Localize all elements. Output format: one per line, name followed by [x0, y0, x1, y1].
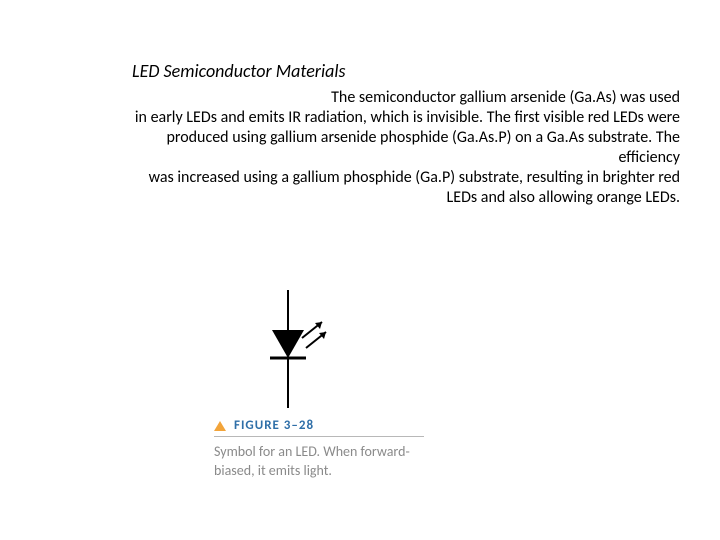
- figure-caption: Symbol for an LED. When forward-biased, …: [214, 443, 444, 481]
- para-line: efficiency: [40, 148, 680, 168]
- para-line: produced using gallium arsenide phosphid…: [40, 128, 680, 148]
- para-line: LEDs and also allowing orange LEDs.: [40, 188, 680, 208]
- body-paragraph: The semiconductor gallium arsenide (Ga.A…: [40, 88, 680, 208]
- section-heading: LED Semiconductor Materials: [132, 60, 680, 82]
- para-line: The semiconductor gallium arsenide (Ga.A…: [40, 88, 680, 108]
- para-line: in early LEDs and emits IR radiation, wh…: [40, 108, 680, 128]
- triangle-marker-icon: [214, 421, 226, 431]
- figure-block: FIGURE 3–28 Symbol for an LED. When forw…: [214, 290, 474, 481]
- slide-content: LED Semiconductor Materials The semicond…: [0, 0, 720, 208]
- led-symbol-icon: [240, 290, 360, 410]
- para-line: was increased using a gallium phosphide …: [40, 168, 680, 188]
- figure-label-row: FIGURE 3–28: [214, 418, 424, 437]
- figure-number: FIGURE 3–28: [234, 418, 314, 433]
